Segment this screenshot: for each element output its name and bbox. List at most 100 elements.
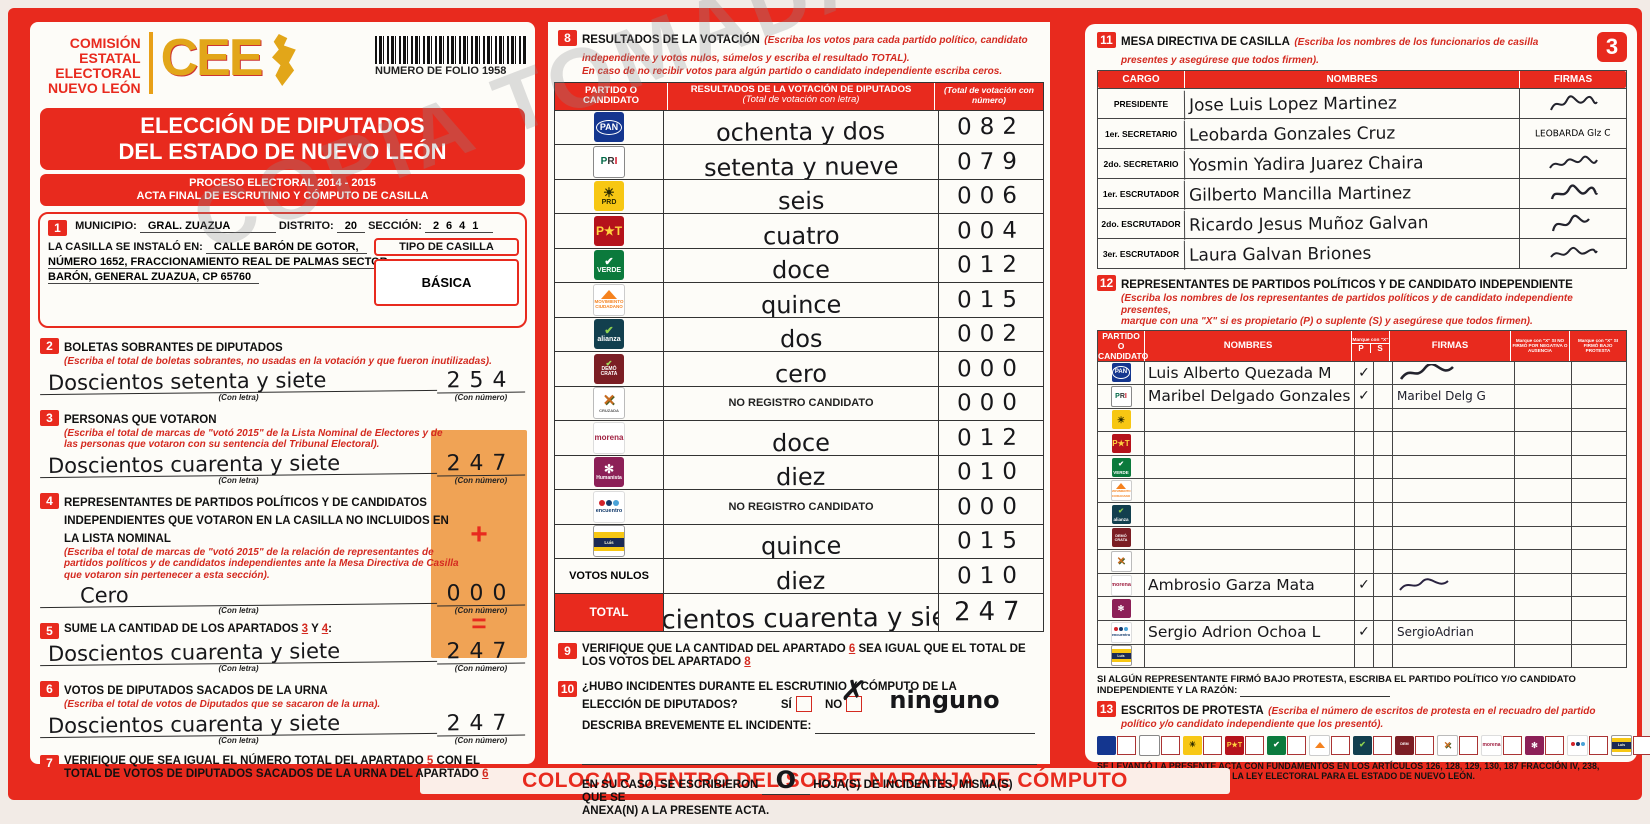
partido-humanista-logo-icon: ✻ Humanista <box>594 457 624 488</box>
table-row-candidato-independiente: Luis quince 015 <box>555 523 1043 558</box>
suplente-cell <box>1373 385 1392 408</box>
distrito-label: DISTRITO: <box>278 220 334 232</box>
votes-letra: seis <box>777 186 825 213</box>
col-firmas-header: FIRMAS <box>1389 330 1510 361</box>
partido-verde-logo-icon: ✔ <box>1267 735 1286 755</box>
votes-numero: 000 <box>956 355 1026 383</box>
rep-row-cruzada-ciudadana: ✕ <box>1098 549 1626 573</box>
total-numero-value: 247 <box>954 596 1028 628</box>
no-x-mark: ✗ <box>838 672 869 712</box>
section-4-letra-value: Cero <box>39 580 438 609</box>
legal-line-2: 246, 247, 248, 249, 251 Y 292 DE LA LEY … <box>1097 771 1475 782</box>
votes-letra: cero <box>774 359 828 386</box>
signature-mark <box>1399 578 1449 591</box>
section-7-verifique: 7 VERIFIQUE QUE SEA IGUAL EL NÚMERO TOTA… <box>30 751 535 781</box>
section-4-note: (Escriba el total de marcas de "votó 201… <box>64 546 459 581</box>
protesta-count-box <box>1373 735 1392 755</box>
prd-logo-icon: ☀ <box>1183 735 1202 755</box>
independent-candidate-logo-icon: Luis <box>1110 645 1132 667</box>
mesa-row-2do-escrutador: 2do. ESCRUTADOR Ricardo Jesus Muñoz Galv… <box>1098 207 1626 240</box>
table-row-pt: P★T cuatro 004 <box>555 213 1043 248</box>
acta-line: ACTA FINAL DE ESCRUTINIO Y CÓMPUTO DE CA… <box>136 190 429 202</box>
representantes-header: PARTIDO O CANDIDATO NOMBRES Marque con "X… <box>1098 330 1626 361</box>
votes-letra: quince <box>760 290 842 317</box>
con-numero-label: (Con número) <box>454 392 508 402</box>
pt-logo-icon: P★T <box>594 215 624 246</box>
no-registro-label: NO REGISTRO CANDIDATO <box>728 397 874 410</box>
partido-humanista-logo-icon: ✻ <box>1525 735 1544 755</box>
nuevo-leon-state-icon <box>272 34 296 86</box>
table-row-nueva-alianza: ✔ alianza dos 002 <box>555 316 1043 351</box>
rep-row-morena: morena Ambrosio Garza Mata ✓ <box>1098 572 1626 597</box>
org-line: ELECTORAL <box>55 65 141 81</box>
cruzada-ciudadana-logo-icon: ✕ <box>1110 551 1132 573</box>
morena-logo-icon: morena <box>1481 734 1502 756</box>
partido-verde-logo-icon: ✔ VERDE <box>594 250 624 281</box>
title-line-1: ELECCIÓN DE DIPUTADOS <box>140 113 425 138</box>
section-5-suma: 5 SUME LA CANTIDAD DE LOS APARTADOS 3 Y … <box>30 619 535 673</box>
section-3-personas-votaron: 3 PERSONAS QUE VOTARON (Escriba el total… <box>30 406 535 485</box>
org-line: NUEVO LEÓN <box>48 80 141 96</box>
section-11-title: MESA DIRECTIVA DE CASILLA <box>1121 36 1290 48</box>
votes-letra: quince <box>760 531 842 558</box>
votes-letra: setenta y nueve <box>703 151 899 179</box>
section-3-numero-value: 247 <box>436 450 526 476</box>
mesa-row-3er-escrutador: 3er. ESCRUTADOR Laura Galvan Briones <box>1098 237 1626 270</box>
left-column-panel: COMISIÓN ESTATAL ELECTORAL NUEVO LEÓN CE… <box>30 22 535 780</box>
seccion-label: SECCIÓN: <box>368 220 422 232</box>
section-11-header: 11 MESA DIRECTIVA DE CASILLA (Escriba lo… <box>1085 24 1637 68</box>
section-3-letra-value: Doscientos cuarenta y siete <box>39 450 438 478</box>
votes-numero: 010 <box>956 562 1026 590</box>
tipo-casilla-label: TIPO DE CASILLA <box>374 238 519 256</box>
signature-text: LEOBARDA Glz C <box>1535 128 1611 139</box>
col-no-firmo-header: Marque con "X" SI NO FIRMÓ POR NEGATIVA … <box>1510 330 1569 361</box>
votes-numero: 000 <box>956 389 1026 417</box>
votes-letra: doce <box>771 428 831 455</box>
propietario-check: ✓ <box>1354 385 1373 408</box>
signature-mark <box>1550 94 1598 110</box>
incidente-respuesta-value: ninguno <box>889 685 1000 714</box>
process-line: PROCESO ELECTORAL 2014 - 2015 <box>189 177 376 189</box>
describa-row: DESCRIBA BREVEMENTE EL INCIDENTE: <box>582 720 1040 735</box>
section-2-note: (Escriba el total de boletas sobrantes, … <box>64 356 492 367</box>
nueva-alianza-logo-icon: ✔ alianza <box>594 319 624 350</box>
protesta-count-box <box>1245 735 1264 755</box>
section-12-note-2: marque con una "X" si es propietario (P)… <box>1121 316 1533 327</box>
legal-footnote: SE LEVANTÓ LA PRESENTE ACTA CON FUNDAMEN… <box>1097 761 1627 782</box>
rep-row-pt: P★T <box>1098 431 1626 455</box>
section-10-badge: 10 <box>558 680 577 697</box>
propietario-check: ✓ <box>1354 361 1373 385</box>
mesa-row-1er-secretario: 1er. SECRETARIO Leobarda Gonzales Cruz L… <box>1098 117 1626 150</box>
section-5-letra-value: Doscientos cuarenta y siete <box>39 638 438 667</box>
pri-logo-icon <box>1139 734 1160 756</box>
instalada-value: CALLE BARÓN DE GOTOR, <box>205 241 367 254</box>
rep-row-democrata: DEMÓ CRATA <box>1098 525 1626 550</box>
incidentes-question-1: ¿HUBO INCIDENTES DURANTE EL ESCRUTINIO Y… <box>582 680 957 693</box>
protesta-count-box <box>1287 735 1306 755</box>
table-row-total: TOTAL docientos cuarenta y siete 247 <box>555 592 1043 631</box>
movimiento-ciudadano-logo-icon: MOVIMIENTO CIUDADANO <box>1110 480 1132 502</box>
table-row-prd: ☀ PRD seis 006 <box>555 178 1043 213</box>
instalada-label: LA CASILLA SE INSTALÓ EN: <box>48 241 203 253</box>
votes-numero: 006 <box>956 182 1026 210</box>
votes-letra: dos <box>779 324 823 351</box>
section-2-badge: 2 <box>40 338 59 354</box>
pt-logo-icon: P★T <box>1111 434 1131 454</box>
votes-numero: 000 <box>956 493 1026 521</box>
col-nombres-header: NOMBRES <box>1184 71 1519 88</box>
section-6-title: VOTOS DE DIPUTADOS SACADOS DE LA URNA <box>64 685 328 697</box>
folio-number: NUMERO DE FOLIO 1958 <box>375 65 507 77</box>
section-1-badge: 1 <box>48 220 67 236</box>
col-cargo-header: CARGO <box>1122 74 1160 85</box>
rep-row-pan: PAN Luis Alberto Quezada M ✓ <box>1098 360 1626 385</box>
votos-nulos-label: VOTOS NULOS <box>569 569 649 582</box>
votes-numero: 002 <box>956 320 1026 348</box>
plus-sign: + <box>470 518 488 551</box>
votes-numero: 015 <box>956 527 1026 555</box>
sum-highlight-strip: + = <box>431 430 527 658</box>
signature-mark <box>1550 183 1599 199</box>
form-header: COMISIÓN ESTATAL ELECTORAL NUEVO LEÓN CE… <box>30 22 535 104</box>
